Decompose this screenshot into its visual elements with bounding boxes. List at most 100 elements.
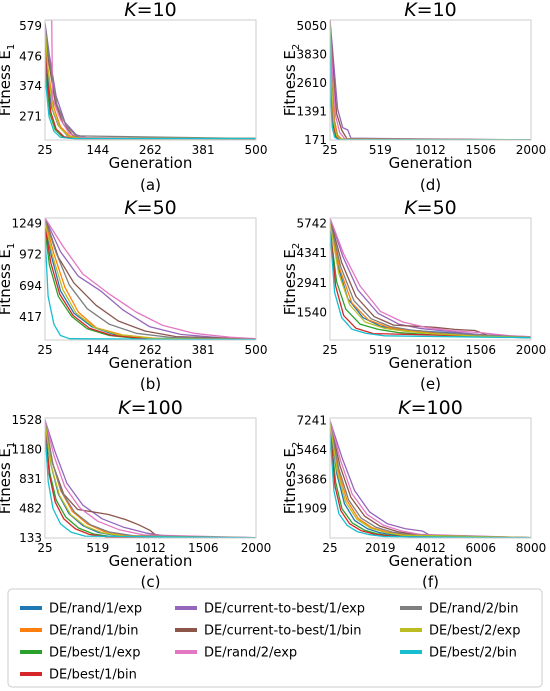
y-axis-label-sub: 2 [291, 442, 302, 448]
series-line-de-rand-1-exp [330, 22, 531, 140]
x-tick-label: 25 [322, 541, 337, 555]
y-axis-label: Fitness E2 [281, 44, 302, 117]
y-axis-label-sub: 1 [6, 442, 17, 448]
series-line-de-best-2-bin [45, 234, 256, 340]
y-tick-label: 133 [19, 531, 42, 545]
x-tick-label: 500 [245, 143, 268, 157]
panel-caption: (d) [420, 176, 441, 194]
series-line-de-current-to-best-1-exp [45, 218, 256, 340]
series-line-de-best-2-bin [330, 25, 531, 140]
x-tick-label: 25 [322, 143, 337, 157]
chart-panel-c: 25 519 1012 1506 2000 133 482 831 1180 1528 Genera… [0, 397, 271, 591]
x-tick-label: 381 [192, 343, 215, 357]
x-tick-label: 1012 [415, 143, 446, 157]
x-axis-label: Generation [389, 552, 473, 570]
x-tick-label: 144 [86, 343, 109, 357]
series-line-de-current-to-best-1-bin [45, 420, 256, 538]
series-line-de-rand-2-bin [330, 221, 531, 338]
plot-frame [44, 19, 257, 141]
x-tick-label: 519 [86, 541, 109, 555]
x-tick-label: 262 [139, 143, 162, 157]
series-line-de-rand-2-exp [330, 218, 531, 338]
x-tick-label: 2000 [516, 143, 547, 157]
series-group [45, 419, 256, 538]
chart-title-value: =50 [417, 197, 457, 219]
series-line-de-rand-1-bin [330, 219, 531, 338]
series-line-de-current-to-best-1-bin [330, 20, 531, 140]
y-tick-label: 5742 [296, 216, 327, 230]
plot-frame [44, 217, 257, 341]
legend-label: DE/best/1/bin [49, 668, 137, 683]
y-tick-label: 579 [19, 19, 42, 33]
legend-item-de-current-to-best-1-exp: DE/current-to-best/1/exp [175, 602, 365, 617]
y-tick-label: 1909 [296, 502, 327, 516]
legend-label: DE/current-to-best/1/exp [204, 602, 365, 617]
series-line-de-best-2-bin [330, 230, 531, 339]
chart-title-value: =100 [411, 397, 463, 419]
y-tick-label: 171 [304, 133, 327, 147]
y-axis-label-base: Fitness E [281, 448, 299, 514]
series-line-de-current-to-best-1-exp [330, 218, 531, 338]
x-axis-label: Generation [389, 154, 473, 172]
y-axis-label-sub: 2 [291, 44, 302, 50]
series-line-de-best-1-exp [45, 426, 256, 538]
x-tick-label: 144 [86, 143, 109, 157]
x-tick-label: 25 [37, 143, 52, 157]
chart-panel-b: 25 144 262 381 500 417 694 972 1249 Generation Fit… [0, 197, 267, 393]
series-line-de-current-to-best-1-exp [330, 20, 531, 140]
panel-caption: (a) [140, 176, 161, 194]
x-tick-label: 1012 [415, 343, 446, 357]
legend-label: DE/best/2/bin [429, 646, 517, 661]
series-line-de-best-1-bin [45, 28, 256, 140]
y-tick-label: 271 [19, 109, 42, 123]
chart-title-var: K [404, 197, 418, 219]
x-tick-label: 1506 [188, 541, 219, 555]
chart-panel-e: 25 519 1012 1506 2000 1540 2941 4341 5742 Generat… [281, 197, 546, 393]
chart-title-var: K [398, 397, 412, 419]
legend-label: DE/rand/1/exp [49, 602, 142, 617]
y-tick-label: 4341 [296, 246, 327, 260]
legend: DE/rand/1/exp DE/rand/1/bin DE/best/1/exp D… [7, 588, 543, 688]
series-line-de-rand-2-bin [45, 25, 256, 140]
y-tick-label: 1391 [296, 104, 327, 118]
y-tick-label: 5050 [296, 19, 327, 33]
chart-title-value: =10 [137, 0, 177, 21]
x-tick-label: 25 [322, 343, 337, 357]
x-tick-label: 500 [245, 343, 268, 357]
legend-label: DE/current-to-best/1/bin [204, 624, 361, 639]
x-tick-label: 25 [37, 343, 52, 357]
y-axis-label: Fitness E1 [0, 44, 17, 117]
y-tick-label: 2941 [296, 276, 327, 290]
legend-item-de-rand-2-bin: DE/rand/2/bin [400, 602, 519, 617]
series-line-de-rand-1-bin [330, 21, 531, 140]
chart-title-var: K [124, 197, 138, 219]
series-line-de-rand-2-exp [45, 20, 256, 140]
y-tick-label: 417 [19, 310, 42, 324]
y-axis-label-base: Fitness E [281, 249, 299, 315]
legend-item-de-best-2-bin: DE/best/2/bin [400, 646, 517, 661]
x-axis-label: Generation [109, 354, 193, 372]
legend-item-de-rand-2-exp: DE/rand/2/exp [175, 646, 297, 661]
y-axis-label-sub: 1 [6, 243, 17, 249]
y-tick-label: 3686 [296, 472, 327, 486]
chart-title-var: K [118, 397, 132, 419]
series-group [330, 20, 531, 140]
chart-title-value: =10 [417, 0, 457, 21]
panel-caption: (b) [140, 375, 161, 393]
series-line-de-rand-1-exp [330, 222, 531, 339]
chart-title: K=100 [398, 397, 463, 419]
legend-label: DE/rand/2/exp [204, 646, 297, 661]
x-tick-label: 2000 [241, 541, 272, 555]
series-line-de-best-2-exp [330, 223, 531, 339]
y-tick-label: 831 [19, 472, 42, 486]
x-tick-label: 519 [369, 143, 392, 157]
y-axis-label-sub: 1 [6, 44, 17, 50]
x-axis-label: Generation [109, 154, 193, 172]
y-axis-label-base: Fitness E [281, 50, 299, 116]
series-line-de-rand-1-exp [45, 223, 256, 340]
y-tick-label: 3830 [296, 47, 327, 61]
series-group [45, 218, 256, 340]
legend-label: DE/best/1/exp [49, 646, 140, 661]
x-axis-label: Generation [389, 354, 473, 372]
chart-panels: 25 144 262 381 500 271 374 476 579 Generation Fitn… [0, 0, 546, 591]
